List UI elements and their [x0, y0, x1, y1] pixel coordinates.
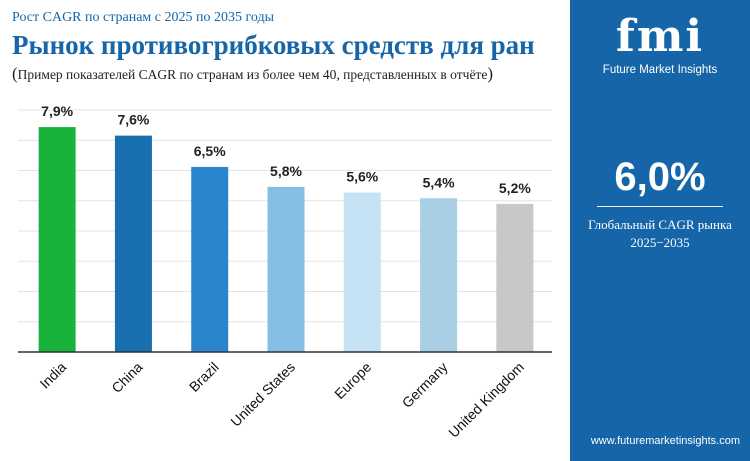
global-cagr-block: 6,0% Глобальный CAGR рынка 2025−2035	[570, 155, 750, 252]
x-tick-label: United Kingdom	[445, 359, 527, 441]
logo-text: Future Market Insights	[602, 64, 718, 76]
bar-india	[38, 127, 76, 352]
chart-panel: Рост CAGR по странам с 2025 по 2035 годы…	[12, 10, 552, 441]
data-label: 6,5%	[194, 143, 226, 159]
data-label: 7,9%	[41, 103, 73, 119]
x-tick-label: China	[108, 359, 145, 396]
fmi-logo: fmi Future Market Insights	[570, 11, 750, 77]
note-text: Пример показателей CAGR по странам из бо…	[17, 67, 488, 82]
logo-mark: fmi	[615, 11, 705, 62]
x-tick-label: India	[36, 359, 69, 392]
bar-china	[114, 135, 152, 352]
x-tick-label: Europe	[331, 359, 374, 402]
bar-europe	[343, 192, 381, 352]
x-tick-label: United States	[227, 359, 298, 430]
chart-note: (Пример показателей CAGR по странам из б…	[12, 64, 493, 84]
note-close-paren: )	[487, 64, 493, 83]
chart-title: Рынок противогрибковых средств для ран	[12, 30, 535, 60]
sidebar-panel: fmi Future Market Insights 6,0% Глобальн…	[570, 0, 750, 461]
global-cagr-value: 6,0%	[614, 155, 706, 199]
bar-germany	[420, 198, 458, 352]
data-label: 5,2%	[499, 180, 531, 196]
note-open-paren: (	[12, 64, 18, 83]
x-tick-label: Brazil	[186, 359, 222, 395]
global-cagr-label-line2: 2025−2035	[630, 235, 690, 250]
data-label: 7,6%	[117, 112, 149, 128]
data-label: 5,4%	[423, 174, 455, 190]
data-label: 5,8%	[270, 163, 302, 179]
cagr-divider	[597, 206, 723, 207]
bar-brazil	[191, 166, 229, 352]
data-label: 5,6%	[346, 169, 378, 185]
global-cagr-label-line1: Глобальный CAGR рынка	[588, 217, 732, 232]
bar-united-kingdom	[496, 203, 534, 352]
website-url: www.futuremarketinsights.com	[590, 435, 740, 447]
chart-subtitle: Рост CAGR по странам с 2025 по 2035 годы	[12, 10, 275, 25]
x-tick-label: Germany	[399, 359, 451, 411]
bar-chart: 7,9% India 7,6% China 6,5% Brazil 5,8% United S…	[18, 103, 552, 441]
bar-united-states	[267, 186, 305, 352]
